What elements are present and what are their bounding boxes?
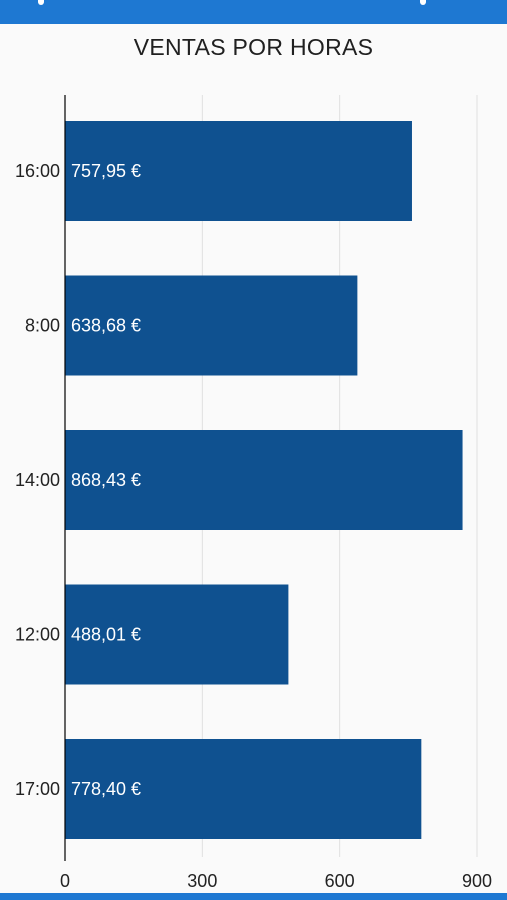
bottom-bar: [0, 893, 507, 900]
bar: [65, 739, 422, 839]
x-tick-label: 300: [187, 871, 217, 891]
bar-value-label: 757,95 €: [71, 161, 141, 181]
menu-icon[interactable]: [420, 0, 426, 5]
category-tick-label: 16:00: [15, 161, 60, 181]
bar: [65, 121, 412, 221]
x-tick-label: 0: [60, 871, 70, 891]
bar-value-label: 488,01 €: [71, 625, 141, 645]
chart-title: VENTAS POR HORAS: [133, 34, 374, 60]
bar-value-label: 868,43 €: [71, 470, 141, 490]
bar: [65, 275, 358, 376]
category-tick-label: 17:00: [15, 779, 60, 799]
category-tick-label: 12:00: [15, 625, 60, 645]
bar-value-label: 638,68 €: [71, 316, 141, 336]
back-chevron-icon[interactable]: [38, 0, 44, 5]
x-tick-label: 900: [462, 871, 492, 891]
category-tick-label: 8:00: [25, 316, 60, 336]
top-app-bar: [0, 0, 507, 24]
bar-value-label: 778,40 €: [71, 779, 141, 799]
bar: [65, 584, 289, 685]
bar: [65, 430, 463, 530]
x-tick-label: 600: [325, 871, 355, 891]
category-tick-label: 14:00: [15, 470, 60, 490]
